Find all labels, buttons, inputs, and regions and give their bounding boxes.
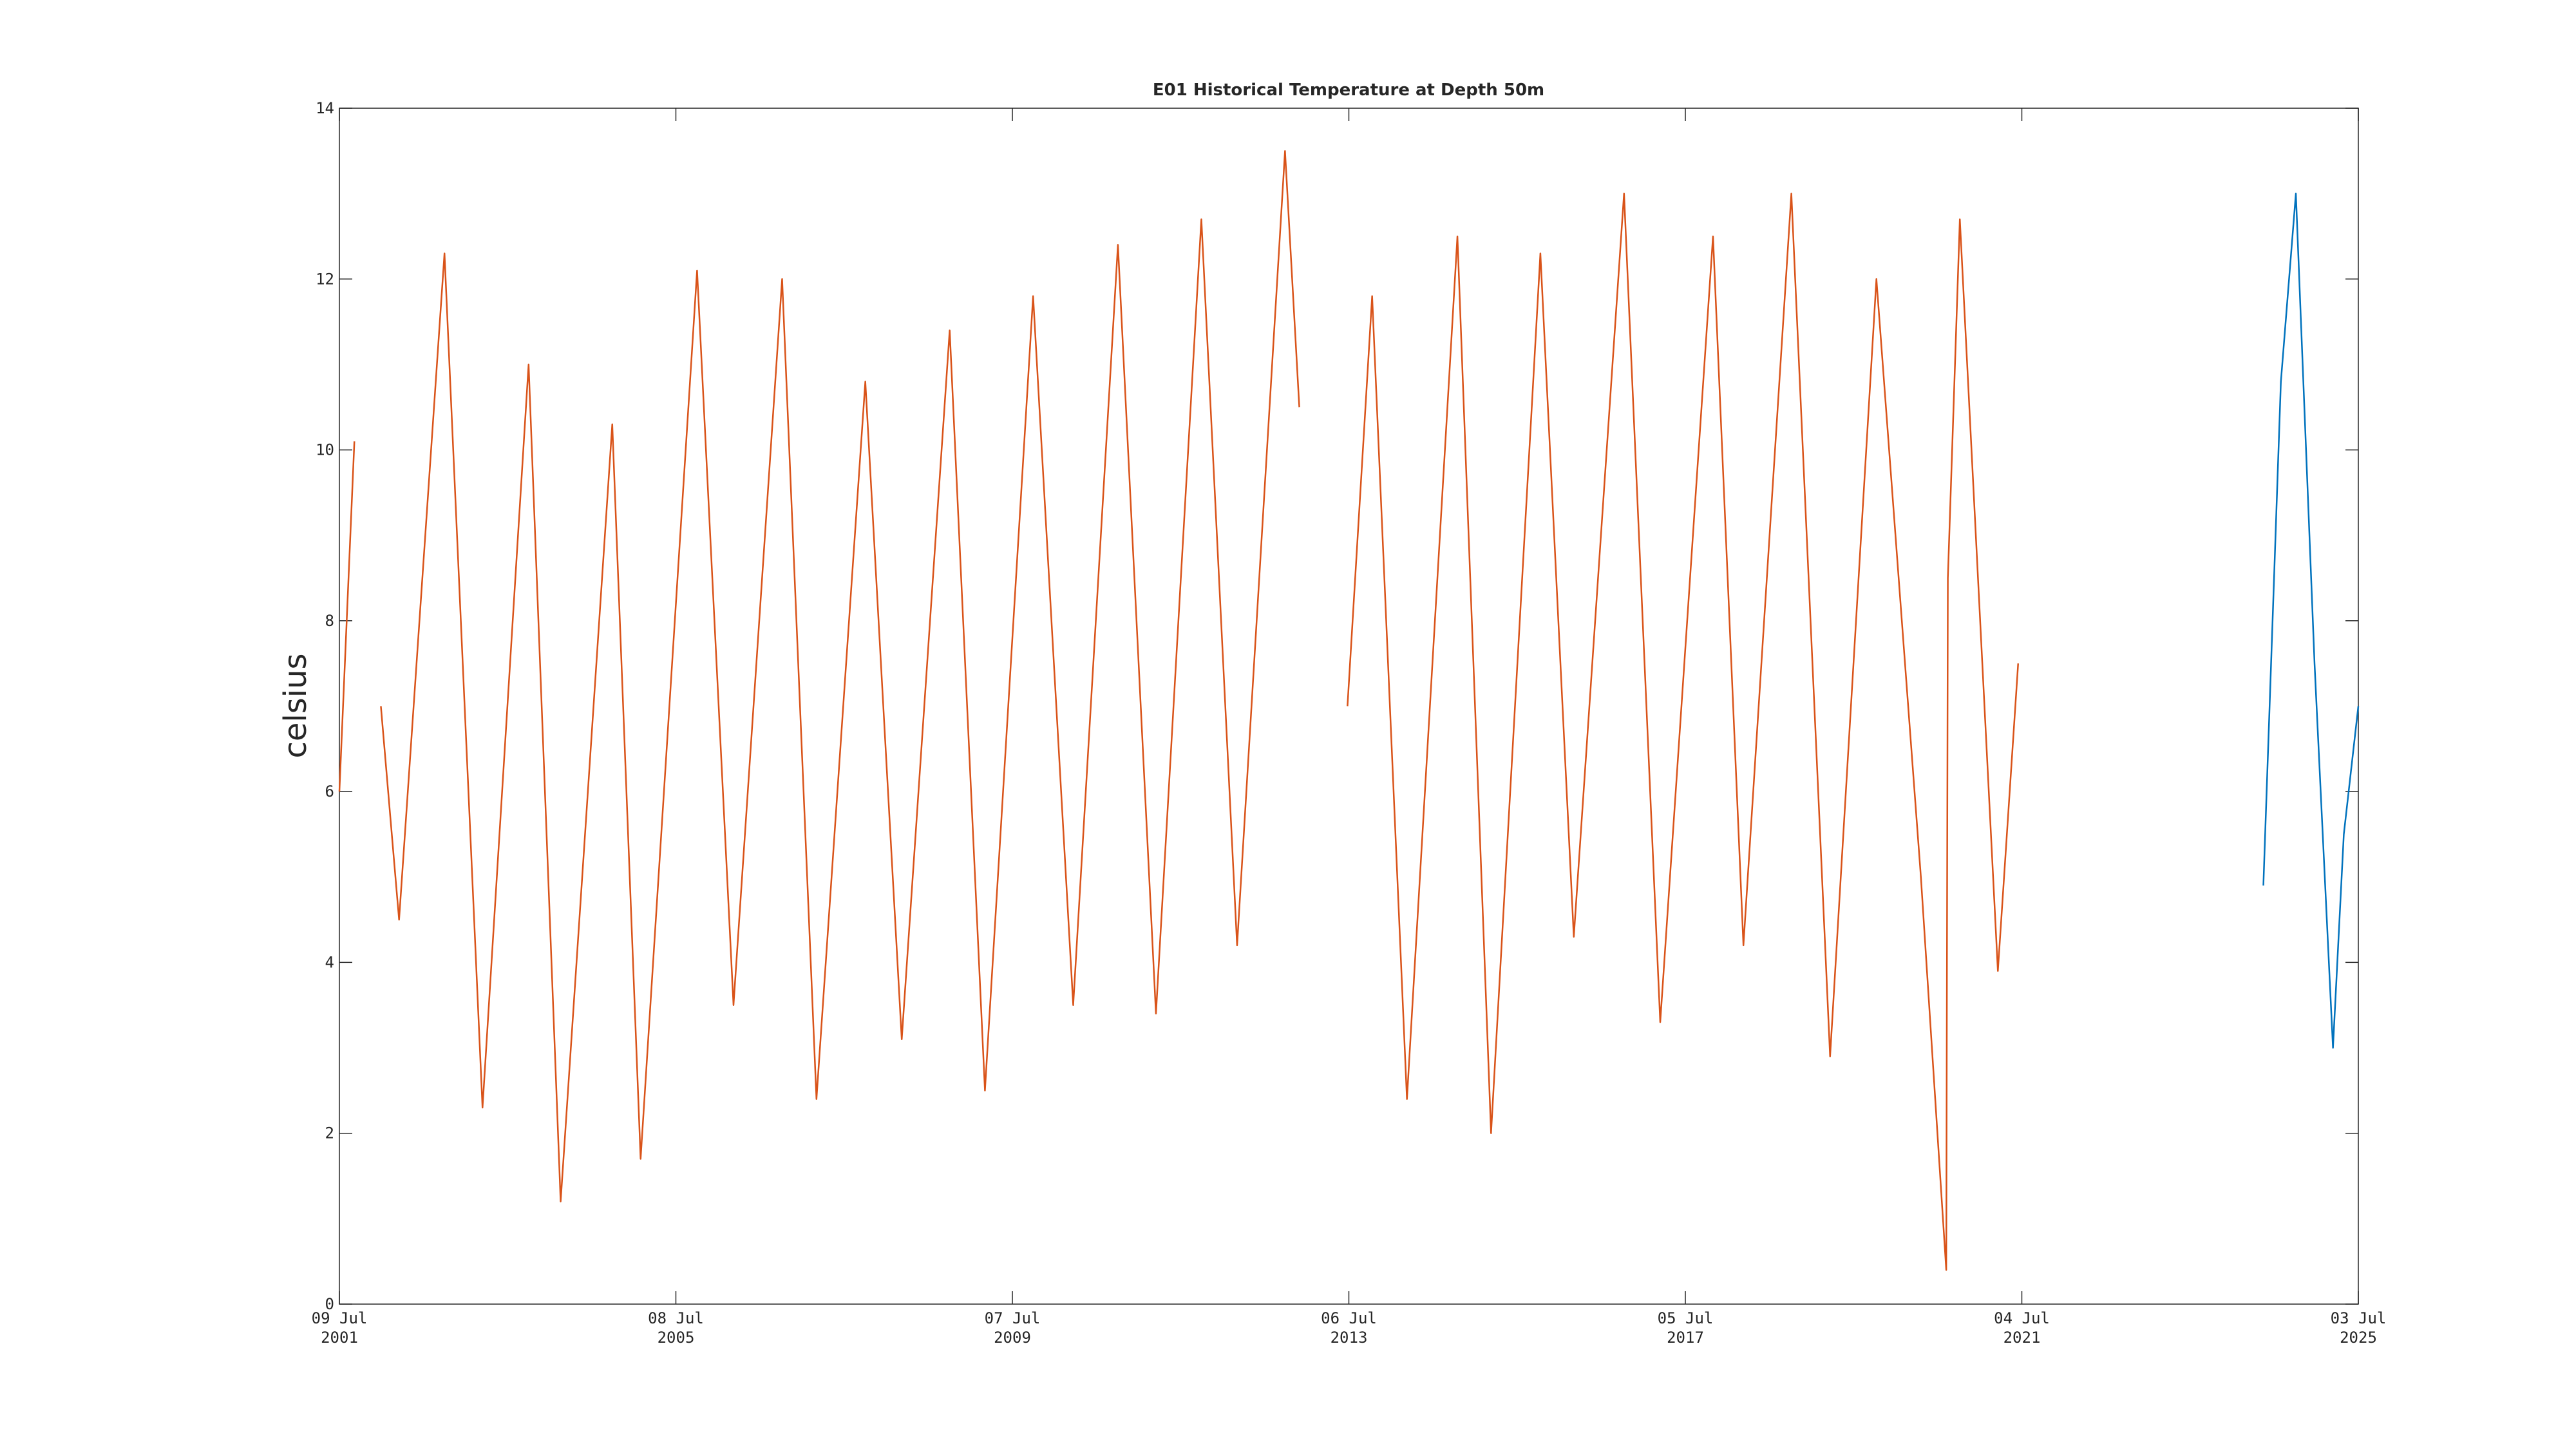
y-tick-label: 10 xyxy=(316,441,334,459)
x-tick-label: 09 Jul xyxy=(312,1309,368,1327)
chart-title: E01 Historical Temperature at Depth 50m xyxy=(1153,80,1544,100)
y-tick-label: 4 xyxy=(325,953,334,971)
x-tick-label: 04 Jul xyxy=(1994,1309,2050,1327)
series-line xyxy=(2262,193,2360,1049)
y-axis-label: celsius xyxy=(278,653,314,758)
x-tick-label: 03 Jul xyxy=(2331,1309,2387,1327)
x-tick-label: 2017 xyxy=(1667,1329,1704,1347)
y-tick-label: 8 xyxy=(325,612,334,630)
x-tick-label: 07 Jul xyxy=(985,1309,1041,1327)
y-tick-label: 12 xyxy=(316,270,334,288)
y-tick-label: 2 xyxy=(325,1124,334,1142)
x-tick-label: 2025 xyxy=(2340,1329,2377,1347)
x-tick-label: 2009 xyxy=(994,1329,1031,1347)
x-tick-label: 2005 xyxy=(658,1329,695,1347)
y-tick-label: 6 xyxy=(325,782,334,800)
series-line xyxy=(338,150,2020,1271)
y-tick-label: 14 xyxy=(316,99,334,117)
x-tick-label: 2013 xyxy=(1331,1329,1368,1347)
x-tick-label: 2001 xyxy=(321,1329,358,1347)
y-tick-label: 0 xyxy=(325,1295,334,1313)
x-tick-label: 05 Jul xyxy=(1658,1309,1714,1327)
x-tick-label: 08 Jul xyxy=(648,1309,704,1327)
x-tick-label: 06 Jul xyxy=(1321,1309,1377,1327)
x-tick-label: 2021 xyxy=(2003,1329,2041,1347)
